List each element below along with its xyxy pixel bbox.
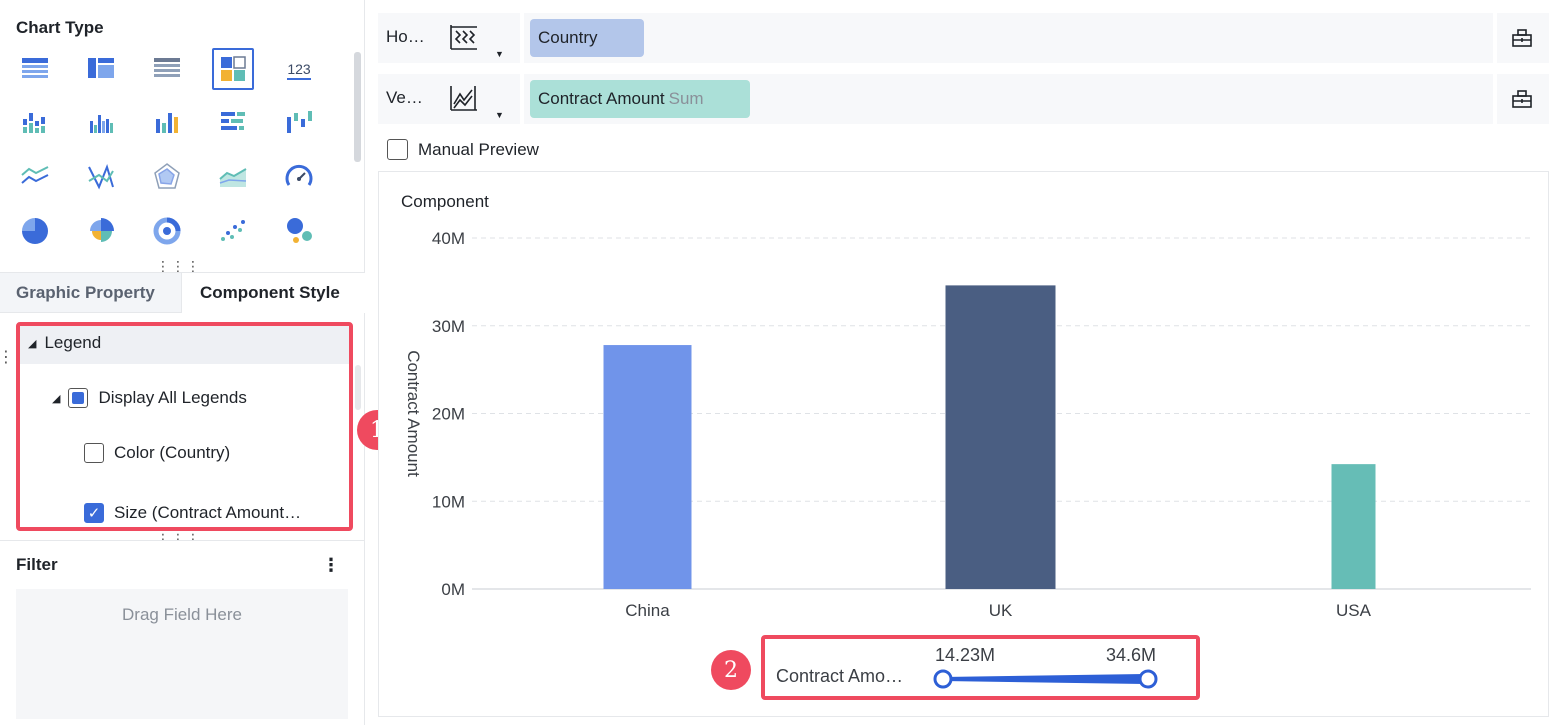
waterfall-icon[interactable] xyxy=(278,102,320,144)
resize-handle-icon[interactable]: ⋮⋮⋮ xyxy=(156,258,201,274)
shelf-settings-icon[interactable] xyxy=(1511,27,1533,49)
bar-icon[interactable] xyxy=(212,102,254,144)
manual-preview-checkbox[interactable] xyxy=(387,139,408,160)
field-pill-contract-amount-label: Contract Amount xyxy=(538,89,665,108)
display-all-legends-checkbox[interactable] xyxy=(68,388,89,408)
aggregation-label: Sum xyxy=(668,89,704,108)
number-card-icon[interactable]: 123 xyxy=(278,48,320,90)
legend-item-color[interactable]: Color (Country) xyxy=(18,432,350,474)
resize-handle-icon[interactable]: ⋮⋮⋮ xyxy=(156,526,201,542)
legend-size-label: Size (Contract Amount… xyxy=(114,503,302,522)
field-pill-country[interactable]: Country xyxy=(530,19,644,57)
display-all-legends-row[interactable]: ◢ Display All Legends xyxy=(18,377,350,419)
bar-usa xyxy=(1331,464,1376,589)
horizontal-shelf: Ho… ▼ Country xyxy=(378,13,1549,63)
chart-type-scrollbar[interactable] xyxy=(354,52,361,162)
annotation-box-2 xyxy=(761,635,1200,700)
stacked-column-icon[interactable] xyxy=(80,102,122,144)
legend-color-checkbox[interactable] xyxy=(84,443,104,463)
collapse-triangle-icon[interactable]: ◢ xyxy=(28,337,37,350)
shelf-separator xyxy=(520,13,524,63)
legend-title: Legend xyxy=(44,333,102,352)
chart-title: Component xyxy=(401,192,489,211)
x-tick-label: China xyxy=(625,601,670,620)
legend-color-label: Color (Country) xyxy=(114,443,231,462)
size-legend-max-handle[interactable] xyxy=(1138,669,1158,689)
left-panel: Chart Type 123 ⋮⋮⋮ Graphic Property Comp… xyxy=(0,0,365,725)
y-tick-label: 30M xyxy=(432,317,465,336)
donut-icon[interactable] xyxy=(146,210,188,252)
x-tick-label: USA xyxy=(1336,601,1372,620)
size-legend: Contract Amo… 14.23M 34.6M xyxy=(776,645,1158,689)
caret-down-icon[interactable]: ▼ xyxy=(495,49,504,59)
chart-container: Component 0M 10M 20M 30M 40M Contract Amount C… xyxy=(378,171,1549,717)
y-tick-label: 20M xyxy=(432,405,465,424)
field-pill-contract-amount[interactable]: Contract Amount Sum xyxy=(530,80,750,118)
display-all-legends-label: Display All Legends xyxy=(98,388,247,407)
scatter-icon[interactable] xyxy=(212,210,254,252)
vertical-shelf: Ve… ▼ Contract Amount Sum xyxy=(378,74,1549,124)
legend-item-size[interactable]: ✓ Size (Contract Amount… xyxy=(18,492,350,528)
legend-size-checkbox[interactable]: ✓ xyxy=(84,503,104,523)
vertical-axis-icon[interactable] xyxy=(448,82,480,114)
bar-china xyxy=(603,345,692,589)
shelf-separator xyxy=(1493,13,1497,63)
vertical-shelf-label: Ve… xyxy=(386,88,423,107)
shelf-settings-icon[interactable] xyxy=(1511,88,1533,110)
multi-series-icon[interactable] xyxy=(212,48,254,90)
bubble-icon[interactable] xyxy=(278,210,320,252)
collapse-triangle-icon[interactable]: ◢ xyxy=(52,392,61,405)
svg-text:123: 123 xyxy=(287,61,311,77)
crosstab-icon[interactable] xyxy=(80,48,122,90)
legend-header[interactable]: ◢ Legend xyxy=(18,322,350,364)
size-legend-track xyxy=(943,674,1148,684)
manual-preview[interactable]: Manual Preview xyxy=(387,139,539,160)
filter-section: Filter ⋮ Drag Field Here xyxy=(0,540,365,725)
size-legend-min: 14.23M xyxy=(935,645,995,665)
bar-uk xyxy=(945,285,1056,589)
size-legend-min-handle[interactable] xyxy=(933,669,953,689)
tab-graphic-property[interactable]: Graphic Property xyxy=(0,273,182,313)
legend-tree: ◢ Legend ◢ Display All Legends Color (Co… xyxy=(18,322,350,528)
filter-drop-zone[interactable]: Drag Field Here xyxy=(16,589,348,719)
more-vertical-icon[interactable]: ⋮ xyxy=(322,555,340,575)
property-tabs: Graphic Property Component Style xyxy=(0,272,365,313)
filter-title: Filter xyxy=(16,555,58,574)
legend-scrollbar[interactable] xyxy=(355,365,361,410)
size-legend-label: Contract Amo… xyxy=(776,666,903,686)
caret-down-icon[interactable]: ▼ xyxy=(495,110,504,120)
side-handle-icon[interactable]: ⋮ xyxy=(0,349,15,366)
pie-icon[interactable] xyxy=(14,210,56,252)
line-icon[interactable] xyxy=(14,156,56,198)
horizontal-shelf-label: Ho… xyxy=(386,27,425,46)
horizontal-axis-icon[interactable] xyxy=(448,21,480,53)
shelf-separator xyxy=(1493,74,1497,124)
radar-icon[interactable] xyxy=(146,156,188,198)
manual-preview-label: Manual Preview xyxy=(418,139,539,159)
annotation-badge-2: 2 xyxy=(711,650,751,690)
chart-type-grid: 123 xyxy=(16,48,346,260)
x-tick-label: UK xyxy=(989,601,1013,620)
chart-type-title: Chart Type xyxy=(16,18,104,37)
y-tick-label: 40M xyxy=(432,229,465,248)
parallel-line-icon[interactable] xyxy=(80,156,122,198)
y-axis-label: Contract Amount xyxy=(404,350,423,477)
tab-component-style[interactable]: Component Style xyxy=(182,273,365,313)
y-tick-label: 10M xyxy=(432,492,465,511)
field-pill-country-label: Country xyxy=(538,28,598,47)
detail-table-icon[interactable] xyxy=(146,48,188,90)
gauge-icon[interactable] xyxy=(278,156,320,198)
grouped-column-icon[interactable] xyxy=(14,102,56,144)
annotation-box-1 xyxy=(16,322,353,531)
bar-chart: 0M 10M 20M 30M 40M Contract Amount China UK USA xyxy=(404,229,1531,620)
rose-pie-icon[interactable] xyxy=(80,210,122,252)
shelf-separator xyxy=(520,74,524,124)
size-legend-max: 34.6M xyxy=(1106,645,1156,665)
area-icon[interactable] xyxy=(212,156,254,198)
filter-placeholder: Drag Field Here xyxy=(122,605,242,624)
table-icon[interactable] xyxy=(14,48,56,90)
column-icon[interactable] xyxy=(146,102,188,144)
y-tick-label: 0M xyxy=(441,580,465,599)
